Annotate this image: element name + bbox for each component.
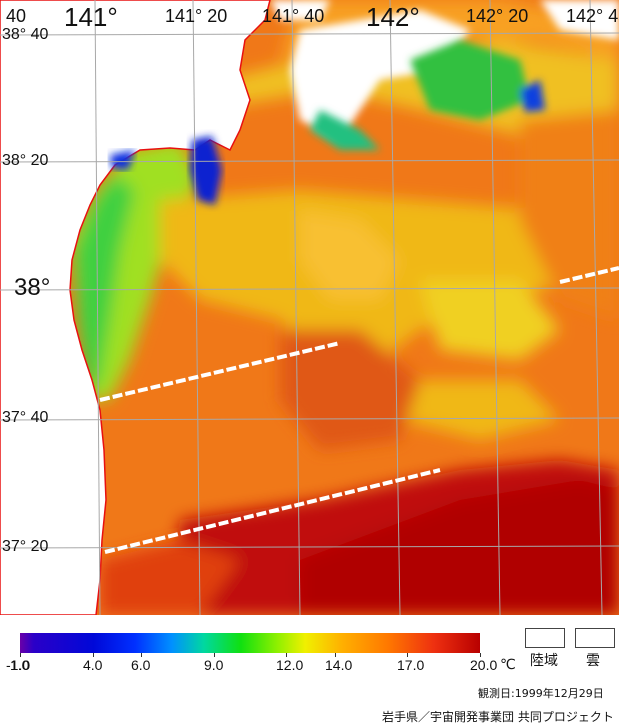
cloud-legend-swatch — [575, 628, 615, 648]
sst-map-image — [0, 0, 619, 615]
colorbar-tickmark — [141, 653, 142, 657]
longitude-label: 40 — [6, 6, 27, 26]
longitude-label: 142° — [366, 2, 420, 32]
longitude-label: 141° — [64, 2, 118, 32]
land-legend-label: 陸域 — [530, 653, 558, 669]
colorbar-tick-label: 17.0 — [397, 657, 425, 673]
project-credit: 岩手県／宇宙開発事業団 共同プロジェクト — [382, 710, 614, 724]
swath-gaps — [99, 266, 619, 554]
colorbar-tick-label: 4.0 — [83, 657, 103, 673]
longitude-label: 142° 4 — [566, 6, 619, 26]
observation-date: 観測日:1999年12月29日 — [478, 687, 604, 700]
colorbar-tick-label: 14.0 — [325, 657, 353, 673]
latitude-label: 38° 40 — [2, 26, 49, 43]
land-area — [0, 0, 271, 615]
latitude-label: 38° 20 — [2, 152, 49, 169]
longitude-label: 141° 20 — [165, 6, 228, 26]
green-blue-fringe — [310, 40, 545, 150]
cloud-patches — [270, 0, 619, 140]
colorbar-tick-label: 20.0 — [470, 657, 498, 673]
land-legend-swatch — [525, 628, 565, 648]
latitude-label: 37° 40 — [2, 409, 49, 426]
cloud-legend-label: 雲 — [586, 653, 600, 669]
colorbar-tickmark — [93, 653, 94, 657]
longitude-label: 142° 20 — [466, 6, 529, 26]
colorbar-tick-label: 6.0 — [131, 657, 151, 673]
colorbar-tickmark — [20, 653, 21, 657]
latitude-label: 38° — [14, 274, 51, 301]
temperature-colorbar — [20, 633, 480, 653]
latitude-label: 37° 20 — [2, 538, 49, 555]
colorbar-tick-label: 9.0 — [204, 657, 224, 673]
graticule — [0, 0, 619, 615]
colorbar-tickmark — [335, 653, 336, 657]
colorbar-tick-label: 1.0 — [10, 657, 30, 673]
sst-map: 40 141° 141° 20 141° 40 142° 142° 20 142° 4 38… — [0, 0, 619, 615]
colorbar-tick-label: -1.0 — [6, 657, 31, 673]
temperature-unit: ℃ — [500, 657, 516, 673]
colorbar-tick-label: 12.0 — [276, 657, 304, 673]
colorbar-tickmark — [407, 653, 408, 657]
colorbar-tickmark — [480, 653, 481, 657]
colorbar-tickmark — [286, 653, 287, 657]
longitude-label: 141° 40 — [262, 6, 325, 26]
colorbar-tickmark — [214, 653, 215, 657]
